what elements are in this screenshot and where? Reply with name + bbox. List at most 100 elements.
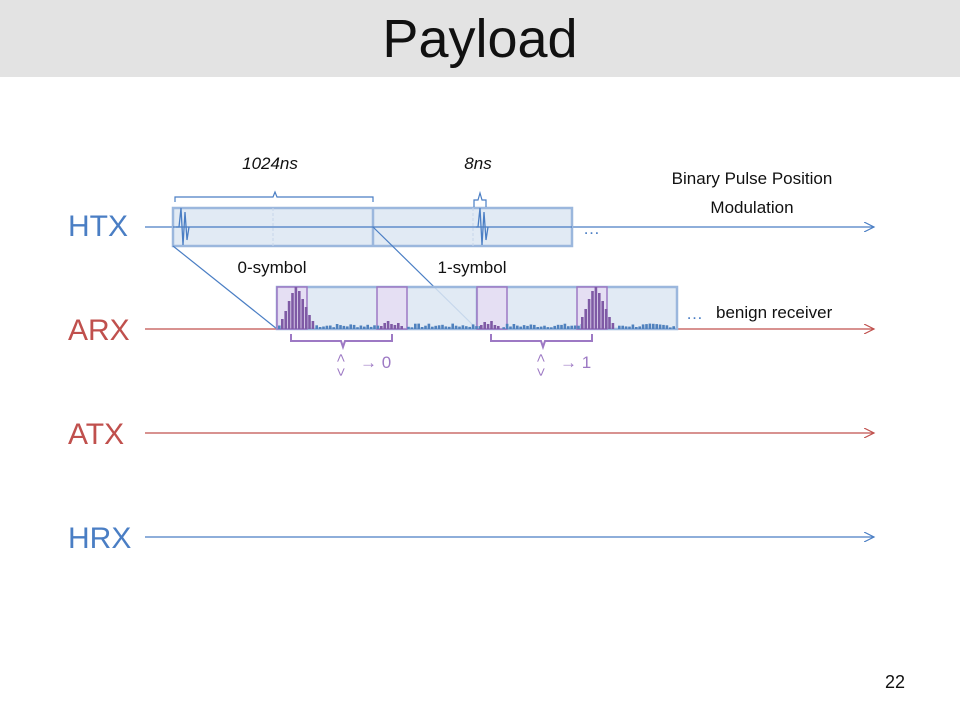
- arx-ellipsis: …: [686, 304, 703, 323]
- histogram-bar: [483, 322, 486, 329]
- histogram-bar: [543, 325, 546, 329]
- histogram-bar: [437, 325, 441, 329]
- histogram-bar: [278, 325, 281, 329]
- histogram-bar: [539, 326, 543, 329]
- histogram-bar: [390, 324, 393, 329]
- histogram-bar: [291, 293, 294, 329]
- histogram-bar: [563, 323, 567, 329]
- histogram-bar: [519, 326, 522, 329]
- histogram-bar: [414, 323, 417, 329]
- histogram-bar: [346, 326, 349, 329]
- histogram-bar: [468, 326, 471, 329]
- histogram-bar: [497, 326, 500, 329]
- histogram-bar: [587, 299, 591, 329]
- histogram-bar: [339, 325, 342, 329]
- histogram-bar: [294, 287, 298, 329]
- pulse-width-label: 8ns: [464, 154, 492, 173]
- compare-gt-1: >: [532, 368, 549, 377]
- histogram-bar: [560, 324, 563, 329]
- histogram-bar: [621, 325, 624, 329]
- histogram-bar: [635, 327, 638, 329]
- histogram-bar: [434, 325, 437, 329]
- histogram-bar: [648, 323, 652, 329]
- histogram-bar: [465, 326, 468, 329]
- period-label: 1024ns: [242, 154, 298, 173]
- histogram-bar: [581, 317, 584, 329]
- compare-brace-0: [290, 334, 393, 351]
- histogram-bar: [529, 324, 533, 329]
- histogram-bar: [356, 327, 359, 329]
- histogram-bar: [352, 324, 356, 329]
- histogram-bar: [410, 327, 414, 329]
- histogram-bar: [516, 325, 519, 329]
- histogram-bar: [594, 287, 598, 329]
- histogram-bar: [573, 325, 577, 329]
- histogram-bar: [448, 326, 451, 329]
- histogram-bar: [584, 309, 587, 329]
- htx-pulse-0: [176, 207, 190, 246]
- histogram-bar: [454, 325, 458, 329]
- row-label-hrx: HRX: [68, 522, 132, 555]
- histogram-bar: [441, 324, 444, 329]
- compare-result-0: → 0: [360, 353, 391, 372]
- compare-gt-0: >: [332, 368, 349, 377]
- received-energy-histogram: [278, 287, 675, 329]
- histogram-bar: [669, 327, 672, 329]
- histogram-bar: [556, 324, 560, 329]
- histogram-bar: [383, 323, 386, 329]
- row-label-atx: ATX: [68, 418, 125, 451]
- histogram-bar: [601, 301, 604, 329]
- histogram-bar: [502, 327, 505, 329]
- period-brace: [174, 190, 374, 202]
- histogram-bar: [577, 325, 580, 329]
- histogram-bar: [349, 324, 352, 329]
- histogram-bar: [315, 325, 318, 329]
- histogram-bar: [493, 325, 497, 329]
- compare-lt-1: <: [532, 354, 549, 363]
- histogram-bar: [366, 324, 369, 329]
- histogram-bar: [393, 325, 397, 329]
- histogram-bar: [304, 307, 308, 329]
- histogram-bar: [652, 323, 655, 329]
- histogram-bar: [301, 299, 304, 329]
- histogram-bar: [480, 325, 483, 329]
- histogram-bar: [308, 315, 311, 329]
- histogram-bar: [461, 325, 465, 329]
- zero-symbol-label: 0-symbol: [238, 258, 307, 277]
- histogram-bar: [287, 301, 291, 329]
- histogram-bar: [509, 326, 512, 329]
- histogram-bar: [427, 323, 431, 329]
- histogram-bar: [373, 325, 376, 329]
- histogram-bar: [311, 321, 315, 329]
- histogram-bar: [431, 326, 434, 329]
- histogram-bar: [281, 319, 284, 329]
- histogram-bar: [486, 324, 490, 329]
- histogram-bar: [628, 326, 631, 329]
- histogram-bar: [522, 325, 526, 329]
- compare-lt-0: <: [332, 354, 349, 363]
- slide-title: Payload: [382, 9, 578, 69]
- title-bar: [0, 0, 960, 77]
- histogram-bar: [611, 323, 615, 329]
- histogram-bar: [526, 325, 529, 329]
- histogram-bar: [672, 326, 675, 329]
- histogram-bar: [451, 323, 454, 329]
- histogram-bar: [298, 291, 301, 329]
- histogram-bar: [359, 325, 363, 329]
- row-label-htx: HTX: [68, 210, 128, 243]
- compare-result-1: → 1: [560, 353, 591, 372]
- histogram-bar: [550, 327, 553, 329]
- histogram-bar: [624, 326, 628, 329]
- histogram-bar: [284, 311, 287, 329]
- histogram-bar: [536, 327, 539, 329]
- compare-brace-1: [490, 334, 593, 351]
- htx-ellipsis: …: [583, 219, 600, 238]
- mapping-line-0: [172, 245, 278, 330]
- pulse-width-brace: [473, 190, 487, 207]
- histogram-bar: [641, 324, 645, 329]
- histogram-bar: [471, 324, 475, 329]
- histogram-bar: [570, 325, 573, 329]
- histogram-bar: [386, 321, 390, 329]
- histogram-bar: [332, 327, 335, 329]
